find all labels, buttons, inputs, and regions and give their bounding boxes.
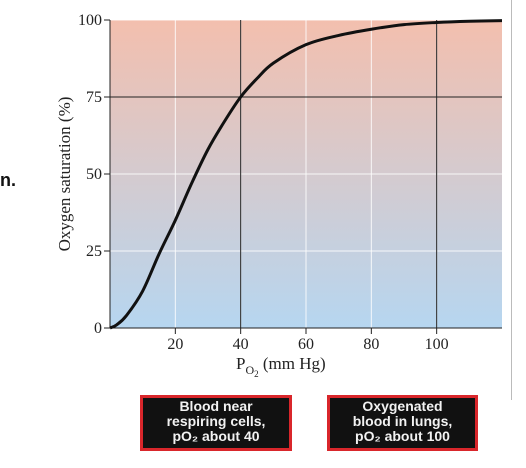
y-tick-labels: 0 25 50 75 100 (78, 12, 110, 337)
page-divider (511, 0, 512, 400)
x-axis-title: PO2 (mm Hg) (236, 354, 326, 379)
y-tick-label: 50 (86, 166, 102, 183)
y-axis-title: Oxygen saturation (%) (55, 97, 74, 252)
y-tick-label: 0 (94, 320, 102, 337)
callout-respiring-cells: Blood near respiring cells, pO₂ about 40 (140, 395, 292, 451)
saturation-curve (109, 19, 503, 330)
x-tick-label: 20 (167, 336, 183, 353)
x-tick-label: 100 (425, 336, 449, 353)
y-tick-label: 25 (86, 243, 102, 260)
y-tick-label: 100 (78, 12, 102, 29)
x-tick-label: 40 (233, 336, 249, 353)
x-tick-label: 80 (363, 336, 379, 353)
callout-lungs: Oxygenated blood in lungs, pO₂ about 100 (327, 395, 478, 451)
y-tick-label: 75 (86, 89, 102, 106)
side-text-fragment: n. (0, 170, 16, 190)
reference-lines (110, 20, 502, 328)
x-tick-labels: 20 40 60 80 100 (167, 328, 449, 353)
x-tick-label: 60 (298, 336, 314, 353)
